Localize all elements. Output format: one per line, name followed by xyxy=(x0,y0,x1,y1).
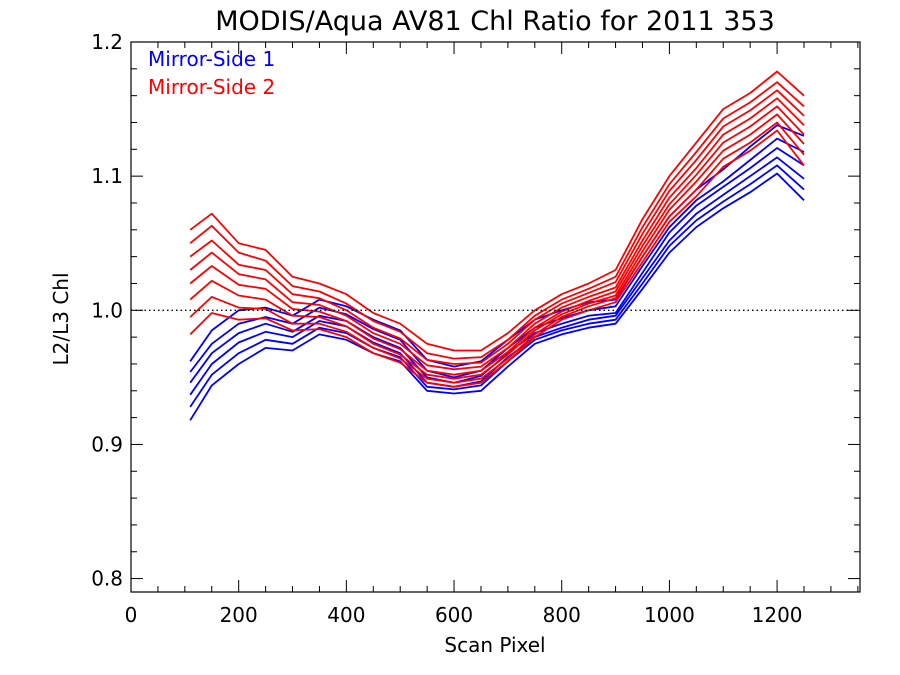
x-tick-label: 800 xyxy=(543,603,581,627)
series-line-11 xyxy=(189,105,805,376)
series-line-8 xyxy=(189,81,805,360)
legend: Mirror-Side 1 Mirror-Side 2 xyxy=(148,47,275,99)
legend-entry: Mirror-Side 1 xyxy=(148,47,275,71)
x-tick-label: 600 xyxy=(435,603,473,627)
x-tick-label: 1000 xyxy=(644,603,695,627)
series-line-7 xyxy=(189,70,805,352)
chart-title: MODIS/Aqua AV81 Chl Ratio for 2011 353 xyxy=(215,6,775,37)
x-tick-label: 1200 xyxy=(752,603,803,627)
series-line-9 xyxy=(189,89,805,365)
series-line-12 xyxy=(189,113,805,380)
series-layer xyxy=(189,70,805,421)
series-line-2 xyxy=(189,137,805,379)
series-line-1 xyxy=(189,124,805,368)
series-line-14 xyxy=(189,129,805,388)
y-tick-label: 0.9 xyxy=(91,432,123,456)
x-tick-label: 400 xyxy=(327,603,365,627)
plot-frame xyxy=(130,41,861,593)
x-tick-label: 0 xyxy=(125,603,138,627)
ticks-layer xyxy=(130,41,860,592)
y-axis-label: L2/L3 Chl xyxy=(49,272,73,365)
legend-entry: Mirror-Side 2 xyxy=(148,75,275,99)
x-tick-label: 200 xyxy=(220,603,258,627)
series-line-10 xyxy=(189,97,805,371)
series-line-6 xyxy=(189,172,805,421)
series-line-13 xyxy=(189,121,805,384)
x-axis-label: Scan Pixel xyxy=(444,633,545,657)
y-tick-label: 1.2 xyxy=(91,30,123,54)
y-tick-label: 1.1 xyxy=(91,164,123,188)
tick-labels-layer: 0 200 400 600 800 1000 1200 0.8 0.9 1.0 1.1 1.2 xyxy=(91,30,802,627)
y-tick-label: 0.8 xyxy=(91,567,123,591)
y-tick-label: 1.0 xyxy=(91,298,123,322)
series-line-5 xyxy=(189,164,805,408)
